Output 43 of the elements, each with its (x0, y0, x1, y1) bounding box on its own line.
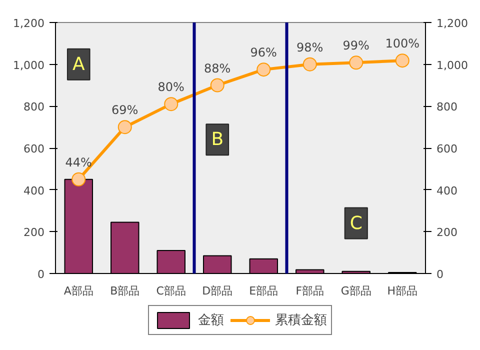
point (210, 78, 224, 92)
x-tick-label: A部品 (64, 284, 94, 298)
y-tick-label: 800 (24, 100, 45, 114)
point (395, 54, 410, 68)
annotation: 69% (112, 103, 138, 118)
x-tick-label: F部品 (296, 284, 324, 298)
point (302, 57, 317, 72)
annotation: 99% (342, 38, 370, 53)
point (72, 172, 86, 186)
annotation: 88% (204, 61, 231, 76)
annotation: 96% (250, 46, 277, 60)
annotation: 98% (296, 40, 324, 54)
x-tick-label: H部品 (387, 284, 418, 298)
annotation: 80% (158, 80, 184, 94)
y-tick-label: 0 (38, 268, 44, 281)
y-tick-label: 1,000 (13, 58, 45, 72)
y-tick-label: 200 (24, 226, 45, 240)
x-tick-label: E部品 (249, 284, 278, 298)
x-tick-label: D部品 (202, 284, 233, 298)
legend-label: 金額 (198, 312, 224, 329)
annotation: 44% (65, 155, 92, 170)
y2-tick-label: 0 (436, 268, 444, 281)
y2-tick-label: 1,000 (436, 58, 468, 72)
y-tick-label: 1,200 (13, 17, 45, 30)
y-tick-label: 600 (24, 142, 45, 156)
y2-tick-label: 1,200 (436, 17, 468, 30)
y2-tick-label: 600 (436, 142, 458, 156)
annotation: B (211, 129, 224, 150)
y2-tick-label: 800 (436, 100, 458, 114)
x-tick-label: C部品 (156, 284, 186, 298)
annotation: A (72, 54, 86, 75)
y-tick-label: 400 (24, 184, 45, 198)
point (164, 97, 178, 112)
point (118, 120, 132, 134)
y2-tick-label: 200 (436, 226, 458, 240)
x-tick-label: G部品 (340, 284, 372, 298)
annotation: 100% (385, 36, 420, 51)
point (349, 56, 364, 70)
legend-label: 累積金額 (275, 312, 327, 329)
y2-tick-label: 400 (436, 184, 458, 198)
x-tick-label: B部品 (110, 284, 140, 298)
annotation: C (350, 212, 362, 234)
point (256, 62, 271, 77)
